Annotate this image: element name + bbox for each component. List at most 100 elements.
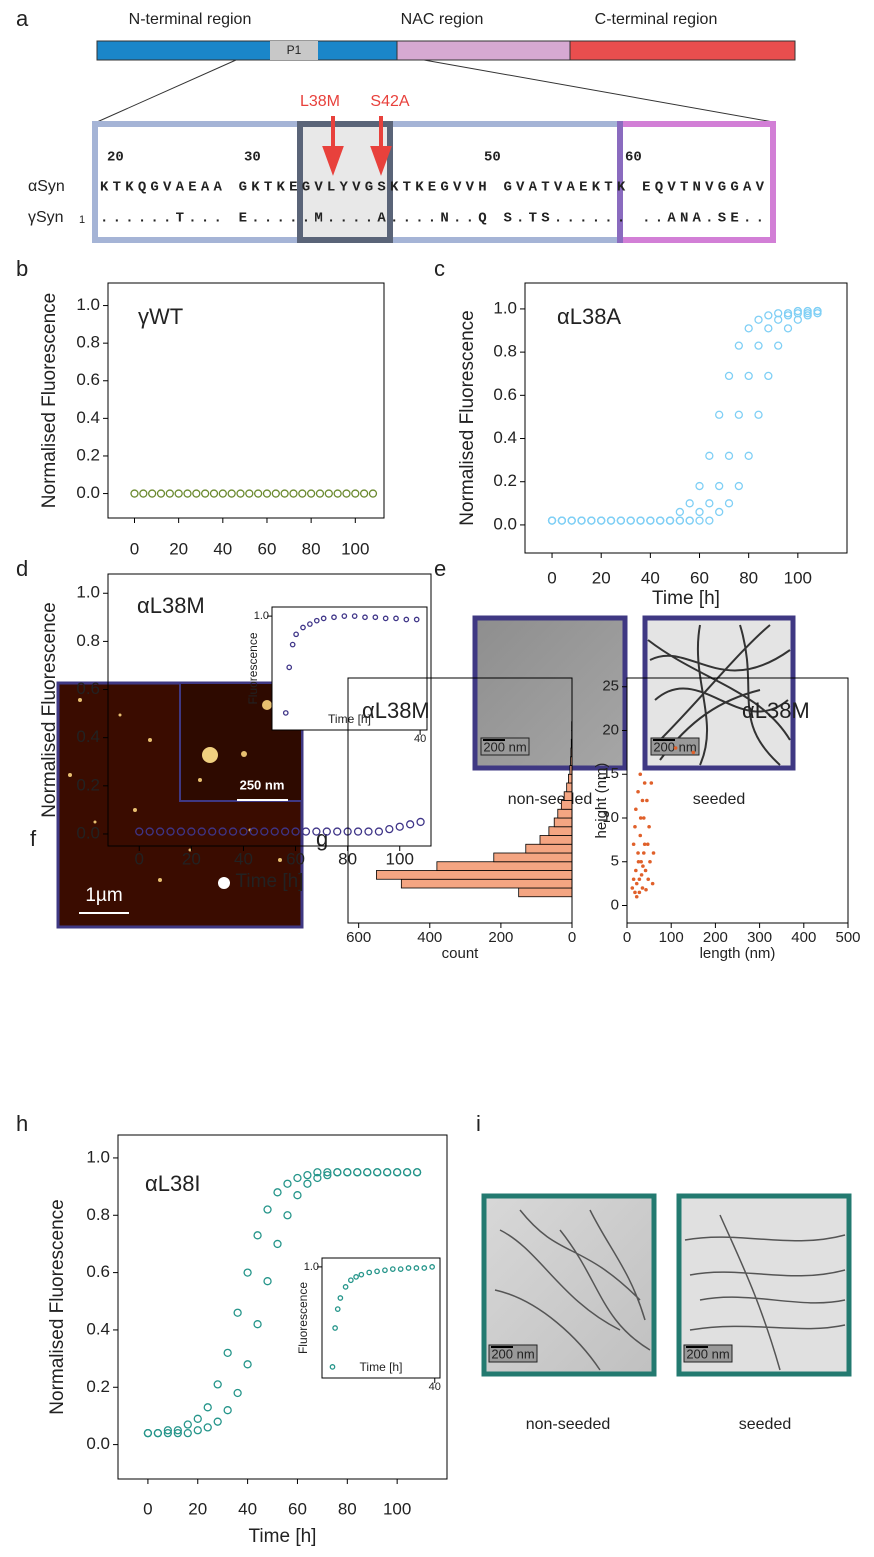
data-point [347,1277,354,1284]
bar [525,843,573,854]
data-point [293,1173,302,1183]
y-tick-label: 1.0 [76,295,100,314]
data-point [153,1428,163,1438]
data-point [403,616,410,623]
data-point [724,371,734,381]
sequence-name: αSyn [28,178,65,195]
n-terminal-bar [96,40,398,61]
bar [557,808,573,819]
zoom-line [423,59,774,123]
data-point [280,827,290,836]
data-point [587,516,596,525]
data-point [273,1188,282,1197]
data-point [130,489,139,498]
x-tick-label: 100 [784,568,812,587]
x-tick-label: 20 [182,849,201,868]
data-point [218,827,227,836]
data-point [183,489,192,498]
inset-background [322,1258,440,1378]
y-tick-label: 25 [602,678,619,695]
x-tick-label: 0 [547,568,556,587]
y-axis-label: Fluorescence [246,632,260,704]
region-label: N-terminal region [129,11,252,28]
data-point [389,1266,396,1272]
data-point [656,516,665,525]
data-point [337,1295,344,1301]
c-terminal-bar [569,40,796,61]
y-tick-label: 0.2 [493,471,517,490]
y-tick-label: 1.0 [254,610,269,622]
data-point [637,877,642,882]
data-point [313,1173,322,1183]
data-point [642,842,647,847]
data-point [233,1308,242,1317]
data-point [744,371,753,381]
data-point [640,798,645,803]
y-tick-label: 0.4 [86,1319,110,1338]
bar [518,887,573,898]
data-point [271,489,280,498]
data-point [783,311,793,320]
bar [376,870,573,880]
x-axis-label: count [442,945,480,962]
x-axis-label: Time [h] [236,871,304,892]
bar [560,800,573,810]
x-tick-label: 600 [346,929,371,946]
data-point [368,489,378,498]
residue-number: 60 [625,150,642,166]
data-point [639,859,643,864]
data-point [705,516,714,525]
fibrils [647,624,791,766]
y-tick-label: 0.6 [76,679,100,698]
data-point [813,309,822,318]
data-point [633,890,637,895]
p1-highlight [298,124,392,240]
data-point [641,864,645,868]
x-axis-label: Time [h] [328,712,371,726]
data-point [803,311,812,320]
data-point [239,827,248,836]
data-point [135,827,144,836]
y-tick-label: 1.0 [76,583,100,602]
data-point [301,827,311,836]
plot-frame [626,677,849,924]
panel-label: g [316,826,328,851]
y-tick-label: 0.6 [493,385,517,404]
data-point [406,820,415,829]
x-axis-label: Time [h] [360,1360,403,1374]
x-tick-label: 40 [234,849,253,868]
bar [563,791,573,801]
panel-label: f [30,826,37,851]
data-point [166,827,175,836]
data-point [329,1364,336,1370]
data-point [665,516,675,525]
p1-box [297,121,393,243]
data-point [322,827,331,836]
data-point [148,489,157,498]
data-point [323,1168,332,1177]
x-tick-label: 0 [135,849,144,868]
data-point [413,1265,420,1271]
data-point [636,789,640,794]
x-axis-label: Time [h] [652,588,720,609]
data-point [648,859,652,864]
data-point [641,851,646,855]
bar [539,835,573,845]
data-point [385,825,394,834]
data-point [289,641,296,648]
data-point [263,1277,272,1286]
data-point [374,1268,380,1275]
y-tick-label: 1.0 [304,1261,319,1273]
data-point [715,507,724,517]
data-point [245,489,254,498]
arrow [370,116,392,176]
data-point [650,881,655,886]
y-axis-label: height (nm) [593,763,610,839]
data-point [293,631,299,638]
data-point [243,1360,252,1369]
y-tick-label: 0.0 [76,823,100,842]
data-point [637,890,642,895]
x-tick-label: 100 [383,1499,411,1518]
data-point [744,451,753,460]
bar [493,852,573,863]
